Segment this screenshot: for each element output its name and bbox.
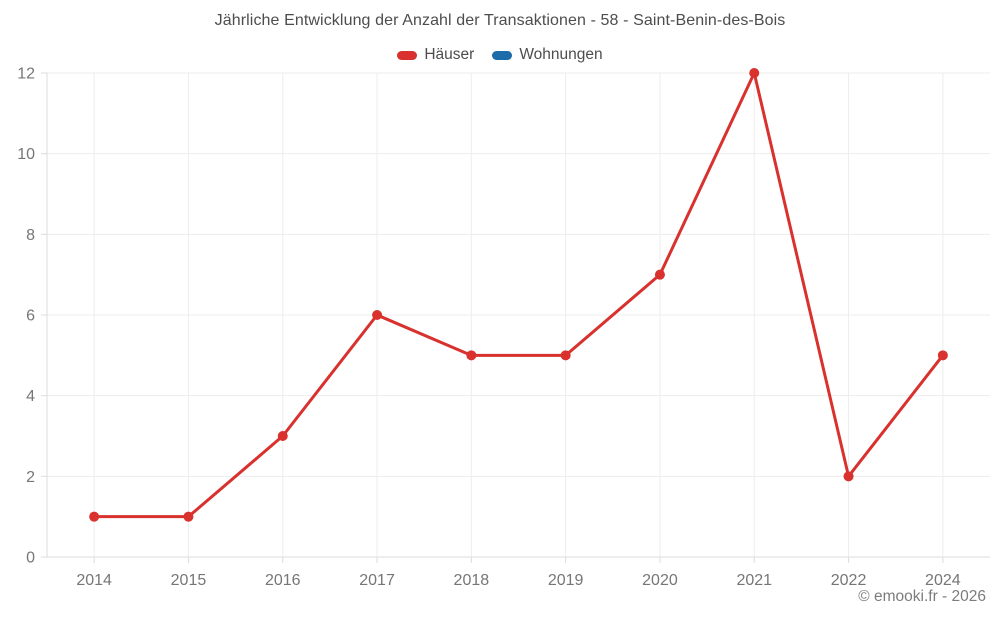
x-tick-label: 2022 — [831, 572, 867, 589]
x-tick-label: 2020 — [642, 572, 678, 589]
legend-item-haeuser[interactable]: Häuser — [397, 46, 474, 64]
x-tick-label: 2021 — [736, 572, 772, 589]
data-point-häuser-2022[interactable] — [843, 471, 854, 482]
y-tick-label: 2 — [26, 469, 35, 486]
legend: Häuser Wohnungen — [0, 46, 1000, 64]
y-tick-label: 8 — [26, 227, 35, 244]
legend-swatch-haeuser — [397, 50, 418, 60]
y-tick-label: 6 — [26, 308, 35, 325]
data-point-häuser-2018[interactable] — [466, 350, 477, 361]
legend-swatch-wohnungen — [492, 50, 513, 60]
data-point-häuser-2017[interactable] — [372, 310, 383, 320]
chart-title: Jährliche Entwicklung der Anzahl der Tra… — [214, 12, 786, 29]
x-tick-label: 2015 — [171, 572, 207, 589]
watermark-credit: © emooki.fr - 2026 — [858, 588, 986, 605]
y-tick-label: 12 — [17, 66, 35, 83]
legend-item-wohnungen[interactable]: Wohnungen — [492, 46, 603, 64]
x-tick-label: 2018 — [454, 572, 490, 589]
y-tick-label: 10 — [17, 146, 35, 163]
data-point-häuser-2021[interactable] — [749, 68, 760, 78]
legend-label-haeuser: Häuser — [424, 46, 475, 63]
x-tick-label: 2017 — [359, 572, 395, 589]
data-point-häuser-2016[interactable] — [277, 431, 288, 441]
series-line-häuser — [92, 71, 945, 519]
data-point-häuser-2024[interactable] — [937, 350, 948, 361]
data-point-häuser-2020[interactable] — [654, 269, 665, 280]
y-tick-label: 0 — [26, 550, 35, 567]
y-tick-label: 4 — [26, 388, 35, 405]
data-point-häuser-2019[interactable] — [560, 350, 571, 361]
data-point-häuser-2014[interactable] — [89, 511, 100, 522]
x-tick-label: 2019 — [548, 572, 584, 589]
data-point-häuser-2015[interactable] — [183, 511, 194, 522]
x-tick-label: 2014 — [76, 572, 112, 589]
x-tick-label: 2016 — [265, 572, 301, 589]
x-tick-label: 2024 — [925, 572, 961, 589]
legend-label-wohnungen: Wohnungen — [519, 46, 603, 63]
